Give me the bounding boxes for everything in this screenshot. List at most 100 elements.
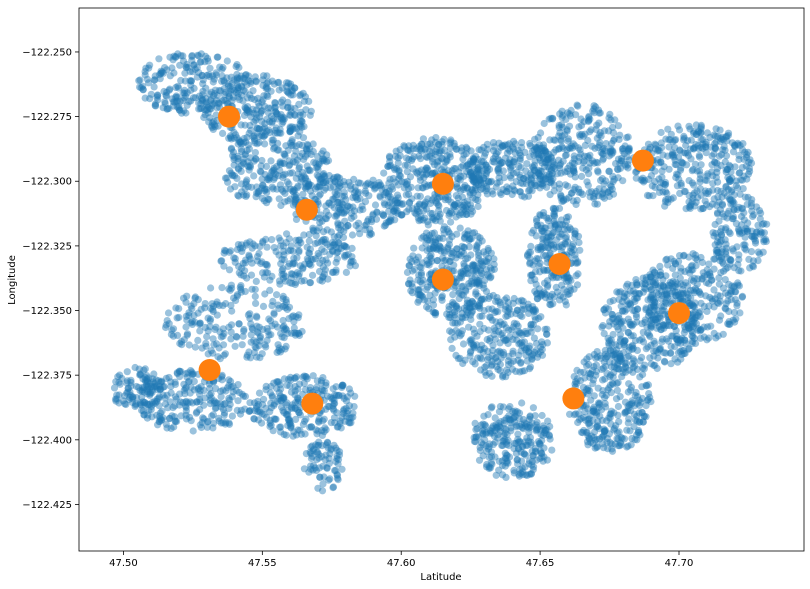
location-point (363, 180, 371, 188)
location-point (378, 185, 386, 193)
location-point (161, 98, 169, 106)
location-point (237, 271, 245, 279)
location-point (574, 418, 582, 427)
location-point (322, 208, 330, 216)
location-point (291, 387, 299, 395)
location-point (315, 214, 323, 222)
location-point (488, 403, 496, 411)
location-point (283, 381, 291, 389)
location-point (277, 423, 285, 431)
location-point (522, 451, 530, 459)
location-point (298, 123, 306, 131)
location-point (163, 105, 171, 113)
location-point (285, 180, 293, 188)
location-point (243, 176, 251, 184)
location-point (742, 153, 751, 161)
location-point (200, 106, 208, 114)
location-point (151, 72, 159, 80)
location-point (250, 137, 259, 145)
location-point (279, 242, 287, 250)
location-point (702, 292, 710, 300)
location-point (632, 174, 640, 182)
location-point (255, 132, 263, 141)
location-point (220, 400, 228, 408)
location-point (691, 334, 699, 343)
location-point (151, 100, 160, 108)
location-point (284, 88, 292, 96)
location-point (252, 155, 260, 163)
location-point (214, 53, 222, 61)
location-point (241, 259, 249, 267)
location-point (275, 234, 283, 242)
location-point (468, 187, 477, 195)
location-point (226, 83, 234, 91)
location-point (305, 166, 313, 174)
location-point (255, 389, 264, 397)
location-point (258, 258, 266, 266)
location-point (277, 185, 285, 193)
location-point (235, 96, 243, 104)
location-point (272, 415, 280, 423)
location-point (175, 104, 183, 112)
location-point (245, 72, 253, 80)
location-point (224, 100, 232, 108)
location-point (310, 158, 318, 166)
location-point (271, 143, 279, 152)
location-point (221, 246, 229, 254)
location-point (182, 109, 190, 117)
location-point (338, 192, 346, 200)
location-point (225, 248, 233, 256)
location-point (619, 177, 627, 185)
location-point (371, 184, 379, 192)
location-point (340, 188, 348, 196)
location-point (254, 188, 262, 196)
location-point (568, 189, 576, 197)
location-point (391, 216, 399, 224)
location-point (250, 95, 259, 104)
location-point (173, 314, 181, 322)
location-point (263, 243, 271, 251)
location-point (287, 91, 295, 99)
location-point (188, 52, 196, 61)
location-point (738, 292, 747, 300)
location-point (253, 124, 261, 132)
location-point (306, 187, 315, 195)
location-point (251, 73, 259, 81)
location-point (295, 248, 303, 256)
location-point (305, 237, 313, 245)
location-point (332, 258, 340, 267)
location-point (307, 255, 315, 263)
location-point (509, 414, 517, 423)
location-point (364, 179, 372, 187)
location-point (333, 173, 341, 181)
location-point (516, 188, 524, 196)
location-point (296, 128, 304, 136)
location-point (322, 256, 330, 264)
location-point (636, 418, 644, 426)
location-point (228, 96, 236, 104)
location-point (261, 140, 269, 148)
location-point (292, 191, 300, 199)
location-point (305, 260, 314, 268)
location-point (198, 97, 206, 105)
location-point (526, 412, 534, 420)
location-point (650, 361, 658, 370)
location-point (514, 435, 522, 443)
location-point (294, 182, 302, 190)
location-point (287, 83, 295, 91)
location-point (347, 257, 355, 265)
location-point (261, 120, 269, 128)
location-point (361, 187, 369, 195)
location-point (189, 427, 197, 435)
location-point (516, 466, 524, 474)
location-point (281, 189, 289, 197)
location-point (292, 147, 300, 155)
location-point (339, 233, 348, 241)
location-point (231, 183, 239, 191)
location-point (350, 189, 358, 197)
location-point (314, 484, 322, 492)
location-point (297, 173, 305, 181)
location-point (415, 271, 423, 279)
location-point (294, 132, 302, 140)
location-point (210, 121, 218, 129)
